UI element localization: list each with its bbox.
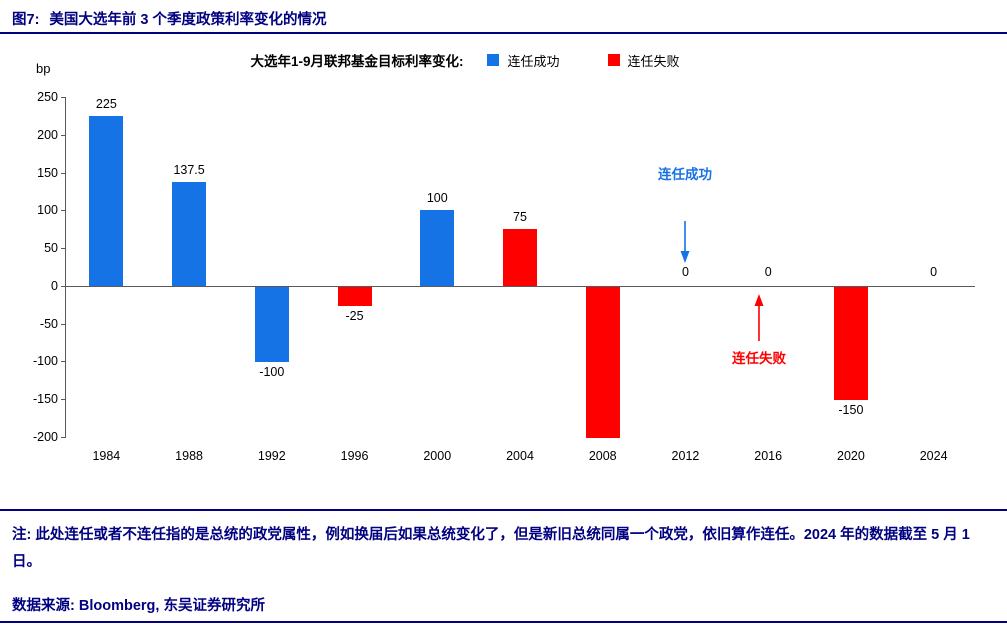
arrow-up-icon <box>754 294 764 341</box>
x-tick-label: 1992 <box>257 449 286 463</box>
figure-note: 注: 此处连任或者不连任指的是总统的政党属性，例如换届后如果总统变化了，但是新旧… <box>12 527 970 570</box>
bar-value-label: -150 <box>838 403 864 418</box>
arrow-down-icon <box>680 221 690 263</box>
y-axis-unit-label: bp <box>36 61 51 76</box>
bar-value-label: 225 <box>95 96 117 111</box>
y-axis-line <box>65 97 66 438</box>
y-tick-label: -150 <box>32 392 58 407</box>
bar-1988 <box>172 182 207 286</box>
y-tick-mark <box>61 437 65 438</box>
y-tick-mark <box>61 323 65 325</box>
y-tick-label: 100 <box>37 203 58 218</box>
x-tick-label: 2000 <box>423 449 452 463</box>
y-tick-label: -200 <box>32 430 58 444</box>
y-tick-mark <box>61 97 65 98</box>
x-tick-label: 1996 <box>340 449 369 463</box>
chart-header: 大选年1-9月联邦基金目标利率变化: 连任成功 连任失败 <box>65 50 975 70</box>
y-axis: 250 200 150 100 50 0 -50 -100 -150 -200 <box>0 90 58 444</box>
y-tick-label: 0 <box>51 278 58 293</box>
x-tick-label: 2004 <box>506 449 534 463</box>
bar-2008 <box>585 286 620 438</box>
plot-area: 连任成功 连任失败 225 137.5 -100 -25 100 75 0 0 -150 0 <box>61 96 975 438</box>
bar-value-label: 0 <box>681 264 689 279</box>
figure-title: 美国大选年前 3 个季度政策利率变化的情况 <box>49 12 327 28</box>
legend-item-success: 连任成功 <box>487 51 560 70</box>
x-tick-label: 1984 <box>92 449 121 463</box>
bar-value-label: 100 <box>426 191 448 206</box>
zero-baseline <box>65 286 975 287</box>
figure-label: 图7: <box>12 12 40 28</box>
x-tick-label: 2024 <box>919 449 948 463</box>
x-tick-label: 2008 <box>588 449 617 463</box>
x-tick-label: 1988 <box>175 449 203 463</box>
y-tick-label: -50 <box>39 316 58 331</box>
y-tick-mark <box>61 399 65 401</box>
bar-1996 <box>337 286 372 306</box>
y-tick-mark <box>61 172 65 174</box>
top-divider <box>0 32 1007 34</box>
legend-swatch-success <box>487 54 500 66</box>
y-tick-label: 200 <box>37 127 58 142</box>
y-tick-label: 150 <box>37 165 58 180</box>
bar-value-label: -25 <box>345 308 364 323</box>
y-tick-mark <box>61 134 65 136</box>
bar-1984 <box>89 115 124 286</box>
annotation-fail-label: 连任失败 <box>732 351 786 366</box>
bar-value-label: 137.5 <box>173 163 205 177</box>
x-tick-label: 2020 <box>837 449 865 463</box>
bar-2004 <box>503 229 537 286</box>
x-tick-label: 2016 <box>754 449 783 463</box>
figure-header: 图7: 美国大选年前 3 个季度政策利率变化的情况 <box>12 8 327 29</box>
y-tick-mark <box>61 361 65 363</box>
bottom-divider <box>0 621 1007 623</box>
legend-label-success: 连任成功 <box>507 53 560 69</box>
legend-label-fail: 连任失败 <box>627 53 680 69</box>
y-tick-label: 250 <box>37 90 58 104</box>
bar-2020 <box>833 286 868 401</box>
y-tick-label: 50 <box>44 241 58 256</box>
bar-value-label: 75 <box>513 210 527 225</box>
legend-swatch-fail <box>607 54 620 66</box>
y-tick-mark <box>61 210 65 212</box>
bar-1992 <box>254 286 289 363</box>
bar-2000 <box>420 210 455 286</box>
y-tick-label: -100 <box>32 354 58 369</box>
legend-item-fail: 连任失败 <box>607 51 680 70</box>
bar-value-label: -100 <box>259 365 285 380</box>
data-source: 数据来源: Bloomberg, 东吴证券研究所 <box>12 598 265 614</box>
bar-value-label: 0 <box>930 264 938 279</box>
bar-value-label: 0 <box>764 264 772 279</box>
y-tick-mark <box>61 248 65 250</box>
note-divider <box>0 509 1007 511</box>
annotation-success-label: 连任成功 <box>658 167 712 182</box>
chart-title: 大选年1-9月联邦基金目标利率变化: <box>250 54 464 69</box>
x-tick-label: 2012 <box>671 449 700 463</box>
y-tick-mark <box>61 285 65 287</box>
x-axis: 1984 1988 1992 1996 2000 2004 2008 2012 2016 2020… <box>65 449 975 467</box>
